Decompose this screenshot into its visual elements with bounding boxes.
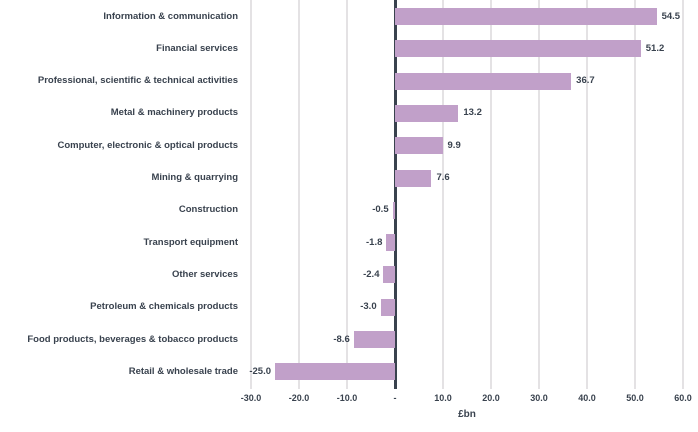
gridline	[682, 0, 684, 389]
value-label: 51.2	[645, 42, 665, 54]
value-label: -8.6	[333, 333, 350, 345]
value-label: 13.2	[463, 107, 482, 119]
gridline	[442, 0, 444, 389]
x-tick-label: 60.0	[674, 393, 692, 403]
category-label: Information & communication	[103, 10, 238, 22]
bar	[353, 331, 395, 348]
gridline	[298, 0, 300, 389]
category-label: Mining & quarrying	[151, 172, 238, 183]
category-label: Petroleum & chemicals products	[90, 301, 238, 313]
category-label: Metal & machinery products	[110, 107, 238, 119]
value-label: 54.5	[661, 10, 681, 22]
value-label: 7.6	[436, 172, 450, 183]
zero-baseline	[393, 0, 397, 389]
bar	[386, 234, 395, 252]
value-label: -0.5	[372, 204, 389, 216]
gridline	[490, 0, 492, 389]
category-label: Computer, electronic & optical products	[57, 139, 238, 151]
x-tick-label: 50.0	[626, 393, 644, 403]
category-label: Retail & wholesale trade	[128, 365, 238, 377]
value-label: 9.9	[447, 139, 461, 151]
value-label: -3.0	[360, 301, 377, 313]
bar	[392, 201, 395, 219]
category-label: Transport equipment	[143, 236, 238, 248]
category-label: Professional, scientific & technical act…	[37, 75, 238, 87]
bar	[380, 298, 395, 316]
bar	[383, 266, 395, 284]
gridline	[538, 0, 540, 389]
x-tick-label: -10.0	[336, 393, 358, 403]
x-tick-label: -20.0	[288, 393, 310, 403]
bar	[395, 8, 657, 25]
category-label: Construction	[178, 204, 238, 216]
bar	[275, 363, 395, 381]
bar	[395, 169, 432, 187]
category-label: Food products, beverages & tobacco produ…	[27, 333, 238, 345]
bar	[395, 40, 641, 58]
gridline	[634, 0, 636, 389]
gridline	[250, 0, 252, 389]
bar	[395, 137, 443, 155]
x-tick-label: 20.0	[482, 393, 500, 403]
bar	[395, 104, 459, 122]
x-axis-label: £bn	[458, 409, 476, 420]
value-label: -25.0	[249, 365, 271, 377]
category-label: Financial services	[156, 42, 238, 54]
value-label: -2.4	[363, 268, 380, 280]
value-label: -1.8	[366, 236, 383, 248]
x-tick-label: -30.0	[240, 393, 262, 403]
x-tick-label: 10.0	[434, 393, 452, 403]
category-label: Other services	[171, 268, 238, 280]
gridline	[586, 0, 588, 389]
x-tick-label: 40.0	[578, 393, 596, 403]
x-tick-label: -	[393, 393, 397, 403]
value-label: 36.7	[576, 75, 595, 87]
bar	[395, 72, 572, 90]
gridline	[346, 0, 348, 389]
x-tick-label: 30.0	[530, 393, 548, 403]
